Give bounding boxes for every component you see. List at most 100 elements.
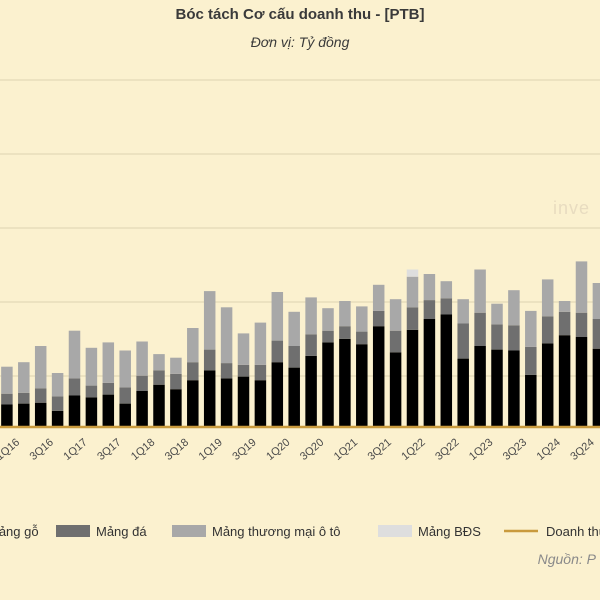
bar-segment	[203, 349, 216, 371]
bar-segment	[119, 387, 131, 404]
x-tick-label: 1Q24	[535, 436, 563, 462]
bar-segment	[339, 338, 351, 427]
bar-segment	[406, 269, 419, 277]
bar-segment	[119, 403, 131, 427]
bar-segment	[389, 330, 402, 353]
bar-segment	[508, 290, 520, 326]
bar-segment	[18, 392, 30, 404]
bar-segment	[372, 326, 385, 427]
bar-segment	[187, 362, 199, 381]
legend-swatch	[56, 525, 90, 537]
bar-segment	[372, 284, 385, 311]
x-tick-label: 3Q17	[95, 436, 123, 462]
bar-segment	[525, 374, 537, 427]
x-tick-label: 3Q23	[501, 436, 529, 462]
bar-segment	[356, 306, 368, 332]
bar-segment	[339, 326, 351, 339]
bar-segment	[68, 395, 81, 427]
source-note: Nguồn: P	[537, 551, 596, 567]
bar-segment	[423, 300, 436, 319]
bar-segment	[170, 373, 182, 390]
bar-segment	[51, 373, 64, 397]
chart-title: Bóc tách Cơ cấu doanh thu - [PTB]	[175, 6, 425, 23]
bar-segment	[389, 299, 402, 331]
watermark: inve	[553, 198, 591, 218]
bar-segment	[203, 370, 216, 427]
bar-segment	[541, 279, 554, 317]
bar-segment	[491, 324, 503, 350]
x-tick-label: 3Q18	[163, 436, 191, 462]
x-tick-label: 3Q24	[568, 436, 596, 462]
bar-segment	[34, 402, 47, 427]
bar-segment	[1, 404, 13, 427]
bar-segment	[68, 378, 81, 396]
legend-swatch	[172, 525, 206, 537]
bar-segment	[491, 349, 503, 427]
bar-segment	[85, 385, 98, 398]
bar-segment	[170, 357, 182, 374]
bar-segment	[203, 291, 216, 350]
bar-segment	[136, 375, 148, 391]
bar-segment	[474, 346, 486, 427]
bar-segment	[457, 323, 469, 359]
bar-segment	[220, 378, 233, 427]
x-tick-label: 3Q20	[298, 436, 326, 462]
bar-segment	[575, 312, 588, 337]
x-tick-label: 1Q19	[197, 436, 225, 462]
bar-segment	[541, 343, 554, 427]
bar-segment	[288, 346, 300, 368]
bar-segment	[136, 391, 148, 427]
bar-segment	[237, 376, 250, 427]
bar-segment	[254, 380, 267, 427]
bar-segment	[322, 330, 334, 343]
x-tick-label: 3Q16	[28, 436, 56, 462]
bar-segment	[474, 312, 486, 346]
bar-segment	[372, 310, 385, 327]
bar-segment	[440, 281, 453, 299]
bar-segment	[322, 342, 334, 427]
bar-segment	[271, 340, 284, 363]
bar-segment	[356, 331, 368, 345]
bar-segment	[51, 410, 64, 427]
bar-segment	[592, 283, 600, 319]
bar-segment	[389, 352, 402, 427]
bar-segment	[491, 303, 503, 325]
bar-segment	[1, 366, 13, 394]
bar-segment	[187, 328, 199, 363]
bar-segment	[305, 355, 317, 427]
x-tick-label: 1Q17	[61, 436, 89, 462]
x-tick-label: 1Q23	[467, 436, 495, 462]
x-tick-label: 1Q20	[264, 436, 292, 462]
bar-segment	[102, 394, 115, 427]
bar-segment	[339, 301, 351, 327]
bar-segment	[254, 364, 267, 381]
bar-segment	[406, 329, 419, 427]
chart-subtitle: Đơn vị: Tỷ đồng	[250, 34, 350, 50]
bar-segment	[406, 307, 419, 330]
bar-segment	[575, 337, 588, 427]
bar-segment	[356, 344, 368, 427]
bar-segment	[305, 297, 317, 335]
bar-segment	[558, 335, 571, 427]
bar-segment	[119, 350, 131, 388]
bar-segment	[592, 319, 600, 349]
bar-segment	[541, 316, 554, 344]
bar-segment	[237, 364, 250, 377]
bar-segment	[440, 298, 453, 315]
x-tick-label: 3Q21	[366, 436, 394, 462]
bar-segment	[440, 314, 453, 427]
bar-segment	[508, 325, 520, 351]
bar-segment	[423, 274, 436, 301]
bar-segment	[102, 342, 115, 383]
bar-segment	[102, 382, 115, 395]
bar-segment	[558, 301, 571, 312]
bar-segment	[220, 307, 233, 364]
bar-segment	[136, 341, 148, 376]
bar-segment	[271, 292, 284, 341]
bar-segment	[34, 346, 47, 389]
bar-segment	[575, 261, 588, 313]
bar-segment	[406, 276, 419, 308]
bar-segment	[254, 322, 267, 365]
x-tick-label: 1Q18	[129, 436, 157, 462]
legend-label: Mảng đá	[96, 524, 147, 539]
